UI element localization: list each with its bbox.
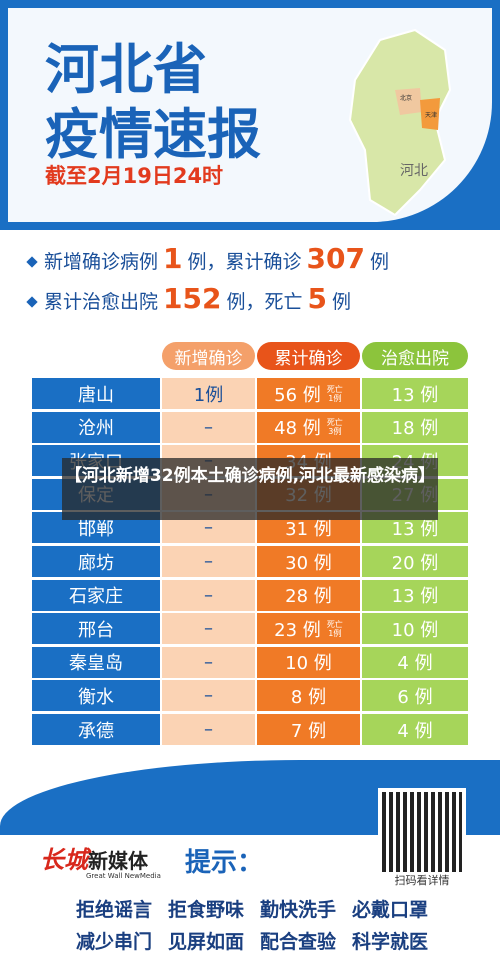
tip: 拒绝谣言 [76, 899, 153, 921]
column-header: 新增确诊 [162, 342, 255, 370]
total-value: 7 例 [290, 720, 327, 742]
city-cell: 廊坊 [32, 546, 160, 577]
title: 疫情速报 [45, 103, 261, 166]
new-cell: – [162, 613, 255, 645]
total-cell: 23 例死亡 1例 [257, 613, 360, 645]
qr-caption: 扫码看详情 [394, 874, 450, 887]
total-cell: 8 例 [257, 680, 360, 712]
total-value: 31 例 [285, 518, 332, 540]
city-cell: 秦皇岛 [32, 646, 160, 678]
summary-text: 例 [369, 251, 389, 273]
summary-number: 307 [306, 242, 365, 275]
city-cell: 承德 [32, 714, 160, 745]
death-note: 死亡 3例 [327, 418, 343, 436]
total-value: 48 例 [274, 418, 321, 440]
tip: 见屏如面 [168, 931, 245, 953]
death-text: 死亡 [326, 384, 343, 394]
city-cell: 衡水 [32, 680, 160, 712]
tip: 科学就医 [352, 931, 429, 953]
summary-text: 例，累计确诊 [187, 251, 302, 273]
tip: 必戴口罩 [352, 899, 429, 921]
city-cell: 石家庄 [32, 579, 160, 611]
tip: 减少串门 [76, 931, 153, 953]
total-cell: 48 例死亡 3例 [257, 411, 360, 443]
cured-cell: 6 例 [362, 680, 468, 712]
summary-number: 152 [163, 282, 222, 315]
total-cell: 30 例 [257, 546, 360, 577]
total-cell: 10 例 [257, 646, 360, 678]
new-cell: 1例 [162, 378, 255, 409]
total-value: 56 例 [274, 384, 321, 406]
new-cell: – [162, 680, 255, 712]
cured-cell: 13 例 [362, 579, 468, 611]
column-header: 累计确诊 [257, 342, 360, 370]
city-cell: 邢台 [32, 613, 160, 645]
total-value: 28 例 [285, 586, 332, 608]
death-text: 1例 [328, 393, 342, 403]
tip: 勤快洗手 [260, 899, 337, 921]
cured-cell: 18 例 [362, 411, 468, 443]
death-text: 死亡 [326, 619, 343, 629]
column-header: 治愈出院 [362, 342, 468, 370]
map-label: 北京 [400, 94, 412, 102]
map-label: 天津 [425, 112, 437, 119]
summary-line: 新增确诊病例 1 例，累计确诊 307 例 [26, 242, 389, 282]
new-cell: – [162, 411, 255, 443]
city-cell: 唐山 [32, 378, 160, 409]
tip: 配合查验 [260, 931, 337, 953]
total-value: 23 例 [274, 619, 321, 641]
death-text: 1例 [328, 628, 342, 638]
summary-text: 累计治愈出院 [44, 291, 159, 313]
cured-cell: 10 例 [362, 613, 468, 645]
new-cell: – [162, 579, 255, 611]
tip: 拒食野味 [168, 899, 245, 921]
cured-cell: 4 例 [362, 714, 468, 745]
map-label: 河北 [400, 163, 428, 179]
total-cell: 56 例死亡 1例 [257, 378, 360, 409]
death-note: 死亡 1例 [327, 385, 343, 403]
new-cell: – [162, 546, 255, 577]
logo: 长城 [40, 846, 88, 874]
cured-cell: 13 例 [362, 378, 468, 409]
total-cell: 7 例 [257, 714, 360, 745]
date: 截至2月19日24时 [45, 164, 224, 188]
city-cell: 沧州 [32, 411, 160, 443]
death-text: 3例 [328, 427, 342, 437]
logo: Great Wall NewMedia [86, 872, 161, 880]
tip-title: 提示： [185, 848, 264, 878]
death-text: 死亡 [326, 418, 343, 428]
summary: 新增确诊病例 1 例，累计确诊 307 例累计治愈出院 152 例，死亡 5 例 [26, 242, 389, 322]
new-cell: – [162, 646, 255, 678]
summary-text: 例 [331, 291, 351, 313]
title: 河北省 [45, 38, 207, 101]
summary-number: 5 [307, 282, 327, 315]
summary-line: 累计治愈出院 152 例，死亡 5 例 [26, 282, 389, 322]
summary-text: 例，死亡 [226, 291, 303, 313]
total-value: 8 例 [290, 686, 327, 708]
cured-cell: 20 例 [362, 546, 468, 577]
qr-code [378, 788, 466, 876]
banner: 【河北新增32例本土确诊病例,河北最新感染病】 [62, 458, 438, 520]
total-cell: 28 例 [257, 579, 360, 611]
summary-text: 新增确诊病例 [44, 251, 159, 273]
total-value: 30 例 [285, 552, 332, 574]
cured-cell: 4 例 [362, 646, 468, 678]
death-note: 死亡 1例 [327, 620, 343, 638]
new-cell: – [162, 714, 255, 745]
map: 河北 北京 天津 [348, 28, 452, 217]
logo: 新媒体 [88, 849, 148, 873]
total-value: 10 例 [285, 653, 332, 675]
summary-number: 1 [163, 242, 183, 275]
